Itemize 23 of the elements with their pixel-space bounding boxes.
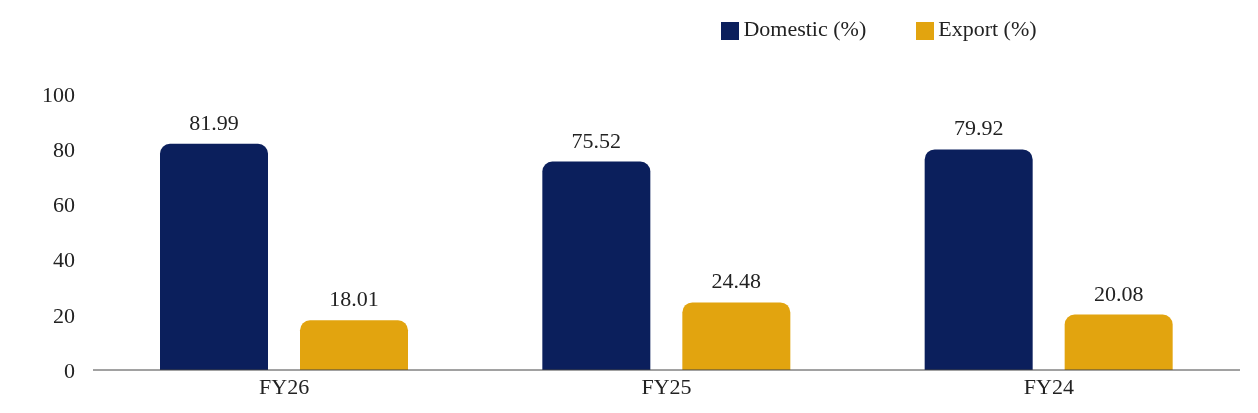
bar (542, 161, 651, 370)
bar (1064, 314, 1173, 370)
y-tick-label: 100 (42, 81, 75, 107)
data-label: 81.99 (189, 109, 239, 135)
y-tick-label: 80 (53, 137, 75, 163)
y-tick-label: 0 (64, 357, 75, 383)
x-tick-label: FY26 (259, 373, 310, 399)
bar (924, 149, 1033, 370)
legend-label: Domestic (%) (743, 16, 867, 41)
data-label: 79.92 (953, 115, 1004, 141)
y-tick-label: 20 (53, 302, 75, 328)
bar (160, 143, 268, 370)
data-label: 20.08 (1093, 280, 1144, 306)
bar (300, 320, 408, 370)
y-tick-label: 60 (53, 192, 75, 218)
data-label: 75.52 (571, 127, 622, 153)
legend-label: Export (%) (938, 16, 1037, 41)
data-label: 18.01 (329, 286, 379, 312)
data-label: 24.48 (711, 268, 762, 294)
x-tick-label: FY24 (1023, 373, 1074, 399)
x-tick-label: FY25 (641, 373, 692, 399)
y-tick-label: 40 (53, 247, 75, 273)
bar (682, 302, 791, 370)
